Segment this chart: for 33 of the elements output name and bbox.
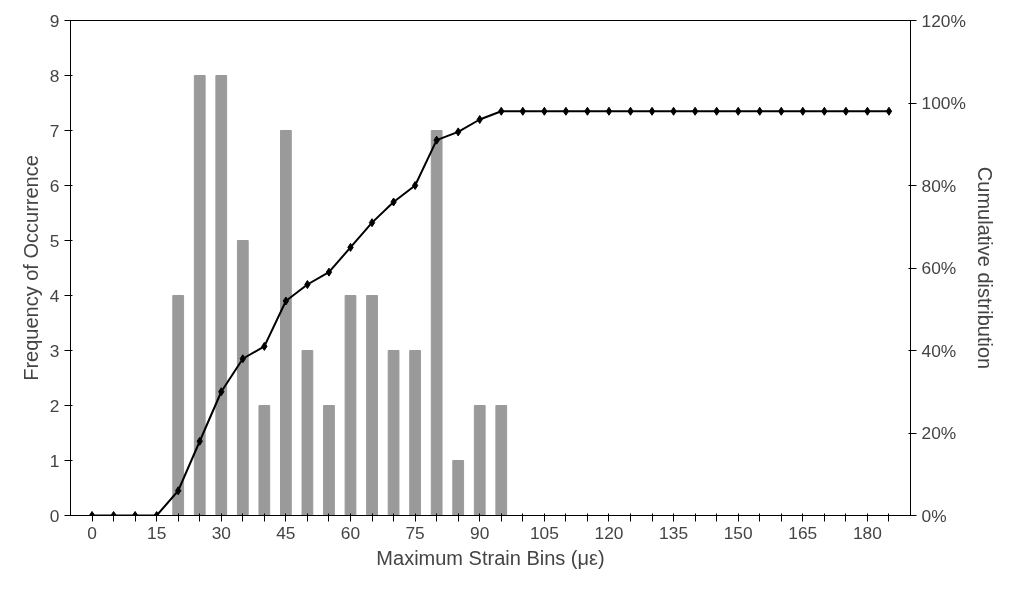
- y-tick-label: 0: [49, 505, 60, 526]
- y2-axis-title: Cumulative distribution: [973, 166, 996, 370]
- y-tick-label: 1: [49, 450, 60, 471]
- x-tick-label: 75: [405, 522, 425, 543]
- y2-tick-label: 60%: [921, 258, 957, 278]
- x-tick-label: 30: [211, 522, 231, 543]
- y-tick-label: 2: [49, 395, 60, 416]
- x-tick-label: 90: [470, 522, 490, 543]
- x-tick-label: 120: [594, 522, 624, 543]
- x-tick-label: 45: [276, 522, 296, 543]
- y2-tick-label: 80%: [921, 175, 957, 196]
- y-tick-label: 9: [49, 10, 60, 31]
- y-tick-label: 4: [49, 285, 60, 306]
- y-tick-label: 5: [49, 230, 60, 251]
- x-tick-label: 135: [659, 522, 689, 543]
- y2-tick-label: 0%: [921, 505, 947, 526]
- x-tick-label: 0: [87, 522, 97, 543]
- y-axis-title: Frequency of Occurrence: [19, 155, 42, 381]
- y2-tick-label: 20%: [921, 423, 957, 443]
- y-tick-label: 8: [49, 65, 60, 86]
- x-tick-label: 165: [788, 522, 818, 543]
- y2-tick-label: 120%: [921, 10, 966, 31]
- x-tick-label: 60: [340, 522, 361, 543]
- x-tick-label: 105: [529, 522, 559, 543]
- y2-tick-label: 40%: [921, 340, 957, 361]
- y-tick-label: 3: [49, 340, 60, 361]
- y2-tick-label: 100%: [921, 93, 966, 113]
- y-tick-label: 7: [49, 120, 60, 141]
- x-tick-label: 150: [723, 522, 753, 543]
- x-axis-title: Maximum Strain Bins (με): [376, 546, 605, 569]
- x-tick-label: 15: [147, 522, 167, 543]
- x-tick-label: 180: [852, 522, 882, 543]
- y-tick-label: 6: [49, 175, 60, 196]
